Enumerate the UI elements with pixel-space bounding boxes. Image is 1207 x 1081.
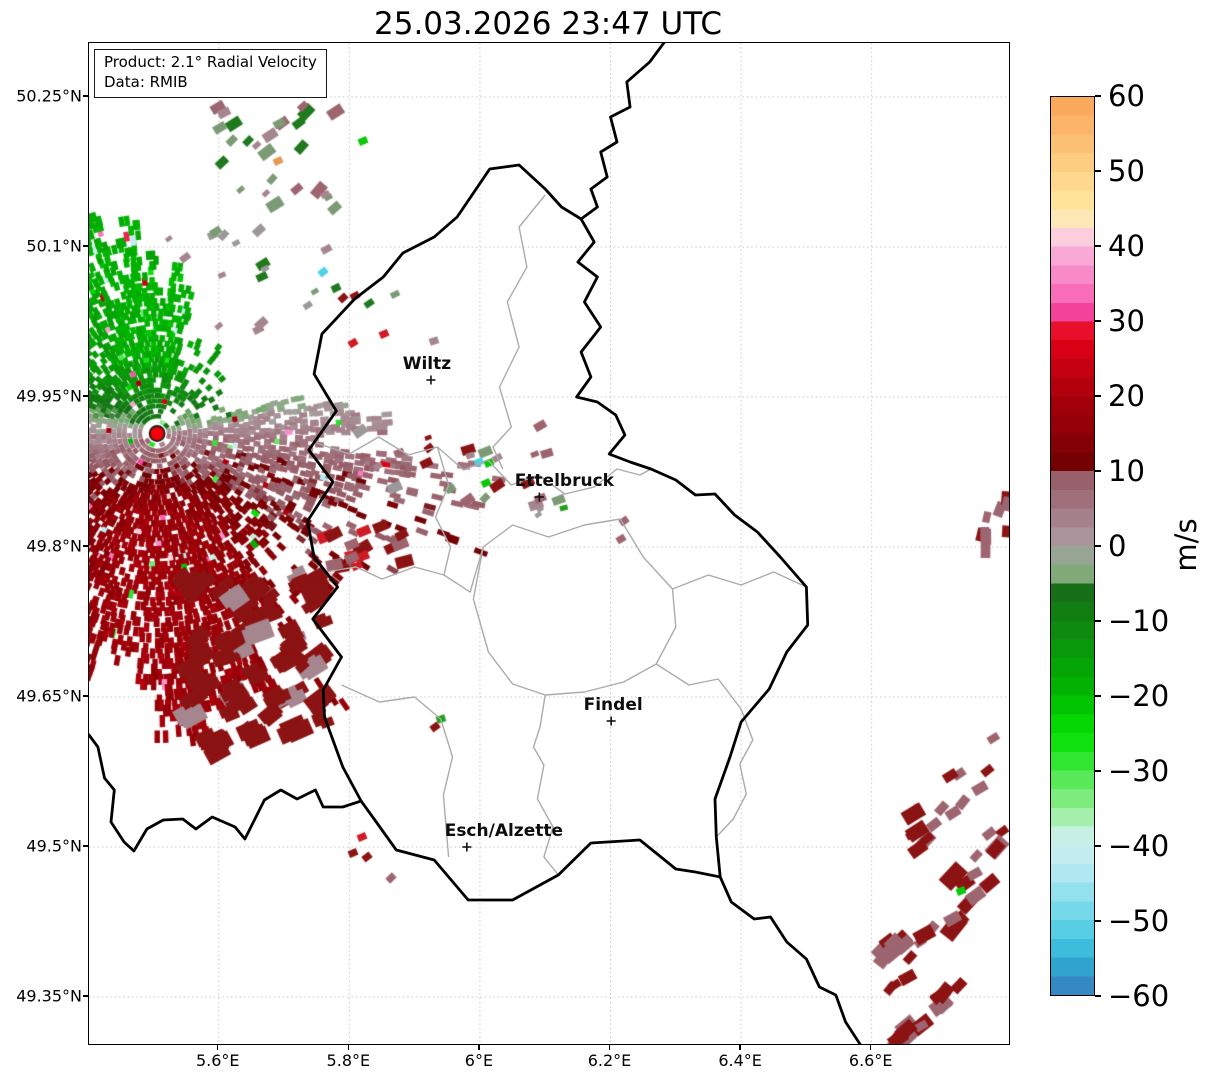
- y-tick-label: 49.35°N: [16, 986, 82, 1006]
- x-tick-label: 6.6°E: [848, 1051, 893, 1070]
- map-borders-layer: [89, 43, 862, 1044]
- colorbar-tick-mark: [1095, 695, 1101, 697]
- colorbar-tick-label: 0: [1108, 529, 1127, 563]
- x-tick-mark: [216, 1045, 219, 1050]
- colorbar-tick-label: 60: [1108, 79, 1145, 113]
- colorbar-tick-label: −20: [1108, 679, 1170, 713]
- y-tick-mark: [83, 845, 88, 847]
- radar-field-canvas: [89, 43, 1009, 1044]
- x-tick-mark: [869, 1045, 872, 1050]
- y-tick-mark: [83, 95, 88, 97]
- colorbar-tick-mark: [1095, 320, 1101, 322]
- colorbar-tick-mark: [1095, 920, 1101, 922]
- colorbar-tick-label: −60: [1108, 979, 1170, 1013]
- colorbar-tick-mark: [1095, 995, 1101, 997]
- y-tick-mark: [83, 545, 88, 547]
- y-tick-label: 50.25°N: [16, 86, 82, 106]
- city-label-esch-alzette: Esch/Alzette: [444, 821, 564, 841]
- colorbar-tick-mark: [1095, 470, 1101, 472]
- y-tick-label: 49.65°N: [16, 686, 82, 706]
- colorbar-tick-label: 30: [1108, 304, 1145, 338]
- colorbar-tick-label: −50: [1108, 904, 1170, 938]
- y-tick-mark: [83, 695, 88, 697]
- city-label-ettelbruck: Ettelbruck: [514, 471, 614, 491]
- city-label-findel: Findel: [583, 695, 643, 715]
- map-plot-area: Wiltz Ettelbruck Findel Esch/Alzette Produc…: [88, 42, 1010, 1045]
- colorbar-tick-label: −30: [1108, 754, 1170, 788]
- colorbar-tick-mark: [1095, 95, 1101, 97]
- colorbar-tick-mark: [1095, 545, 1101, 547]
- x-tick-label: 6.4°E: [718, 1051, 762, 1070]
- colorbar-tick-label: 10: [1108, 454, 1145, 488]
- product-info-line1: Product: 2.1° Radial Velocity: [104, 53, 317, 71]
- colorbar-tick-mark: [1095, 770, 1101, 772]
- y-tick-label: 49.5°N: [26, 836, 82, 856]
- x-tick-mark: [347, 1045, 350, 1050]
- y-tick-mark: [83, 995, 88, 997]
- city-marker: [606, 716, 616, 726]
- plot-title: 25.03.2026 23:47 UTC: [374, 6, 722, 42]
- x-tick-mark: [608, 1045, 611, 1050]
- city-marker: [534, 492, 544, 502]
- colorbar-tick-mark: [1095, 245, 1101, 247]
- colorbar-tick-label: 50: [1108, 154, 1145, 188]
- x-tick-label: 5.8°E: [326, 1051, 371, 1070]
- x-tick-label: 6°E: [464, 1051, 494, 1070]
- colorbar-tick-label: −40: [1108, 829, 1170, 863]
- colorbar-tick-label: 20: [1108, 379, 1145, 413]
- city-marker: [426, 375, 436, 385]
- colorbar-tick-label: −10: [1108, 604, 1170, 638]
- product-info-box: Product: 2.1° Radial Velocity Data: RMIB: [94, 49, 327, 98]
- colorbar-tick-mark: [1095, 620, 1101, 622]
- colorbar-tick-label: 40: [1108, 229, 1145, 263]
- product-info-line2: Data: RMIB: [104, 72, 188, 91]
- y-tick-mark: [83, 245, 88, 247]
- y-tick-label: 49.8°N: [26, 536, 82, 556]
- city-label-wiltz: Wiltz: [402, 354, 452, 374]
- x-tick-mark: [739, 1045, 741, 1050]
- y-tick-label: 50.1°N: [26, 236, 82, 256]
- colorbar-units-label: m/s: [1169, 518, 1203, 572]
- y-tick-label: 49.95°N: [16, 386, 82, 406]
- x-tick-mark: [478, 1045, 480, 1050]
- x-tick-label: 5.6°E: [195, 1051, 240, 1070]
- city-marker: [462, 842, 472, 852]
- y-tick-mark: [83, 395, 88, 397]
- colorbar-tick-mark: [1095, 845, 1101, 847]
- colorbar: [1050, 96, 1095, 996]
- colorbar-tick-mark: [1095, 170, 1101, 172]
- x-tick-label: 6.2°E: [587, 1051, 632, 1070]
- colorbar-tick-mark: [1095, 395, 1101, 397]
